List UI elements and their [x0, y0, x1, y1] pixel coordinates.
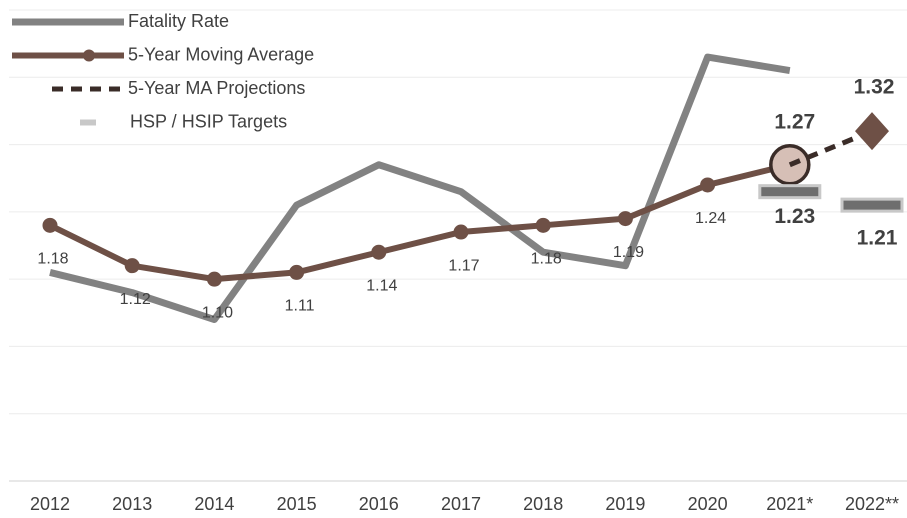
- x-tick-label: 2018: [523, 494, 563, 514]
- projection-marker: [855, 112, 889, 151]
- projection-line: [788, 128, 873, 168]
- target-bar: [758, 184, 822, 200]
- marker: [42, 217, 58, 233]
- x-tick-label: 2013: [112, 494, 152, 514]
- x-tick-label: 2016: [359, 494, 399, 514]
- x-tick-label: 2014: [194, 494, 234, 514]
- fatality-line: [49, 53, 791, 324]
- moving-average-line: [48, 161, 791, 283]
- marker: [700, 177, 716, 193]
- data-label: 1.14: [366, 277, 397, 294]
- x-tick-label: 2012: [30, 494, 70, 514]
- data-label: 1.10: [202, 304, 233, 321]
- data-label: 1.21: [857, 227, 898, 250]
- data-label: 1.24: [695, 210, 726, 227]
- marker: [535, 217, 551, 233]
- data-label: 1.11: [285, 298, 315, 315]
- x-tick-label: 2017: [441, 494, 481, 514]
- legend-label: HSP / HSIP Targets: [130, 111, 287, 131]
- data-label: 1.23: [774, 205, 815, 228]
- legend-label: 5-Year Moving Average: [128, 44, 314, 64]
- data-label: 1.17: [448, 257, 479, 274]
- legend-label: Fatality Rate: [128, 11, 229, 31]
- x-tick-label: 2021*: [766, 494, 813, 514]
- data-label: 1.27: [774, 110, 815, 133]
- data-label: 1.19: [613, 244, 644, 261]
- marker: [617, 211, 633, 227]
- legend-label: 5-Year MA Projections: [128, 78, 305, 98]
- marker: [289, 264, 305, 280]
- data-label: 1.12: [120, 291, 151, 308]
- data-label: 1.18: [37, 251, 68, 268]
- marker: [124, 258, 140, 274]
- x-tick-label: 2020: [688, 494, 728, 514]
- data-label: 1.32: [854, 76, 895, 99]
- data-label: 1.18: [531, 251, 562, 268]
- marker: [371, 244, 387, 260]
- x-tick-label: 2015: [277, 494, 317, 514]
- marker: [453, 224, 469, 240]
- legend: Fatality Rate 5-Year Moving Average 5-Year…: [12, 11, 314, 131]
- marker: [206, 271, 222, 287]
- x-tick-label: 2019: [605, 494, 645, 514]
- x-tick-label: 2022**: [845, 494, 899, 514]
- target-bar: [840, 197, 904, 213]
- legend-swatch-marker: [83, 49, 95, 62]
